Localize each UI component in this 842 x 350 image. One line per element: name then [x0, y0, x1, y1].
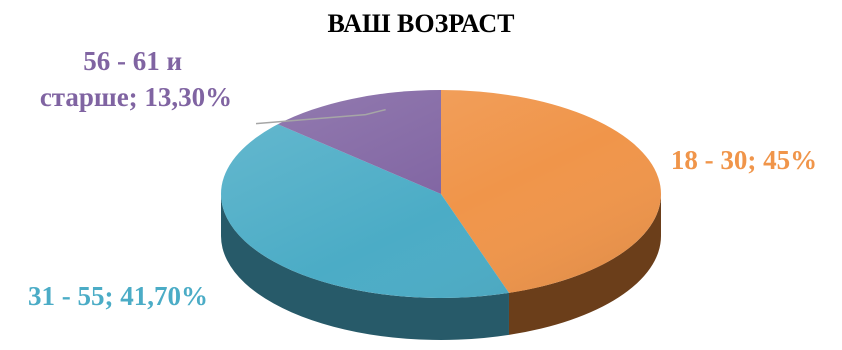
data-label-56-61-line-2: старше; 13,30% [40, 82, 232, 112]
data-label-18-30: 18 - 30; 45% [671, 145, 817, 175]
pie-slice-side-31-55 [221, 194, 509, 340]
label-leader-line [255, 108, 386, 125]
chart-title: ВАШ ВОЗРАСТ [328, 9, 515, 38]
pie-slice-side-18-30 [508, 194, 661, 335]
data-label-31-55: 31 - 55; 41,70% [28, 281, 208, 311]
data-label-56-61-line-1: 56 - 61 и [83, 46, 182, 76]
pie-sides [221, 194, 661, 340]
data-label-56-61: 56 - 61 и старше; 13,30% [40, 46, 232, 112]
